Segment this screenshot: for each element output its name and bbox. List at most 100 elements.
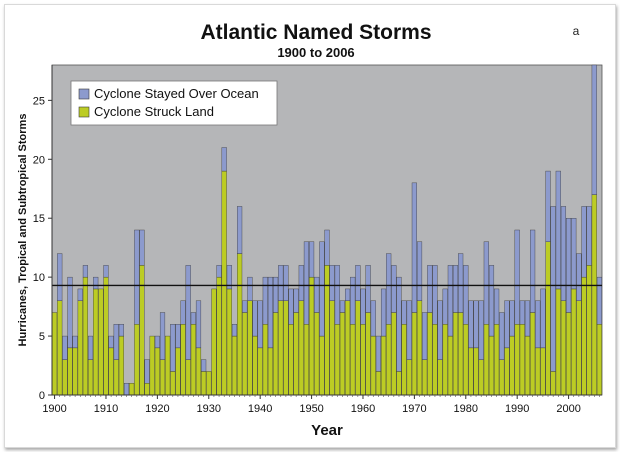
bar-land-1947 [293,312,299,396]
bar-ocean-1998 [555,170,561,290]
bar-land-1925 [180,324,186,396]
bar-ocean-1961 [365,265,371,313]
legend-box [70,80,278,126]
bar-ocean-1996 [545,170,551,242]
bar-ocean-1947 [293,288,299,313]
chart-frame: Atlantic Named Storms 1900 to 2006 a 0 5 1… [4,4,616,448]
bar-ocean-1973 [427,265,433,313]
bar-land-1942 [267,347,274,396]
legend-swatch-ocean [78,88,90,100]
y-axis-label: Hurricanes, Tropical and Subtropical Sto… [17,114,29,347]
x-tick-label-1990: 1990 [505,403,529,415]
bar-land-1937 [242,312,248,396]
bar-land-1910 [103,276,109,396]
bar-land-1978 [452,312,459,396]
bar-ocean-1997 [550,206,556,372]
bar-land-1946 [288,324,294,396]
bar-ocean-1959 [355,265,361,301]
bar-ocean-1927 [190,312,196,325]
bar-land-1996 [545,241,551,396]
bar-land-1930 [206,371,212,396]
bar-land-1994 [535,347,541,396]
bar-land-1963 [375,371,381,396]
bar-land-1905 [77,300,83,396]
bar-ocean-1936 [237,206,243,254]
bar-ocean-1965 [386,253,392,325]
bar-land-1995 [540,347,546,396]
bar-land-2006 [596,324,602,396]
bar-land-1945 [283,300,289,396]
bar-ocean-2005 [591,64,597,195]
bar-ocean-1954 [329,265,335,301]
bar-land-1957 [344,300,351,396]
x-tick-label-1920: 1920 [145,403,169,415]
x-tick-label-1950: 1950 [299,403,323,415]
bar-land-1954 [329,300,335,396]
bar-ocean-1905 [77,288,83,301]
bar-land-1959 [355,300,361,396]
bar-land-1933 [221,170,227,396]
bar-land-1936 [237,253,243,396]
bar-land-2001 [571,288,577,396]
bar-land-2005 [591,194,597,396]
bar-land-1901 [57,300,63,396]
y-tick-label-20: 20 [33,154,45,166]
bar-ocean-1978 [452,265,459,313]
bar-land-1952 [319,335,325,396]
bar-ocean-1982 [473,300,479,349]
bar-ocean-1949 [303,241,310,325]
bar-land-1912 [113,359,119,396]
x-tick-label-1980: 1980 [454,403,478,415]
y-tick-label-25: 25 [33,95,45,107]
chart: Atlantic Named Storms 1900 to 2006 a 0 5 1… [17,21,603,439]
x-tick-label-1900: 1900 [42,403,66,415]
bar-land-1913 [118,335,124,396]
bar-land-1939 [252,335,258,396]
bar-ocean-1926 [185,265,191,360]
bar-ocean-1939 [252,300,258,337]
axes-group: 0 5 10 15 20 25 1900 1910 1920 1930 1940 1950 1960 19… [33,65,602,415]
bar-ocean-1995 [540,288,546,349]
bar-ocean-1979 [458,253,464,313]
bar-land-1941 [262,324,268,396]
bar-ocean-2002 [576,253,582,301]
bar-land-1938 [247,300,253,396]
y-tick-label-10: 10 [33,272,45,284]
bar-land-1915 [129,383,135,396]
bar-land-1944 [278,300,284,396]
y-tick-label-0: 0 [39,390,45,402]
bar-ocean-1904 [72,335,78,349]
bar-land-1926 [185,359,191,396]
bar-land-1923 [170,371,176,396]
bar-ocean-1943 [273,276,279,313]
bar-land-1991 [519,324,525,396]
bar-ocean-2003 [581,206,587,278]
bar-land-1908 [93,288,99,396]
bar-land-1975 [437,359,443,396]
bar-land-1973 [427,312,433,396]
bar-ocean-1957 [344,288,351,301]
bar-ocean-1916 [134,229,140,325]
bar-ocean-1976 [442,288,448,325]
x-tick-label-1970: 1970 [402,403,426,415]
bar-ocean-1901 [57,253,63,301]
bar-ocean-1920 [154,335,160,349]
bar-land-1958 [350,324,356,396]
bar-ocean-1903 [67,276,73,349]
bar-ocean-1960 [360,288,366,325]
bar-ocean-1921 [159,312,166,360]
bar-ocean-2001 [571,218,577,290]
x-tick-label-1910: 1910 [94,403,118,415]
bar-land-1940 [257,347,263,396]
bar-land-1919 [149,335,155,396]
bar-land-1927 [190,324,196,396]
legend-swatch-land [78,106,90,118]
bar-land-1989 [509,335,515,396]
bar-land-1972 [422,359,428,396]
bar-ocean-1950 [309,241,315,278]
bar-land-1962 [370,335,376,396]
bar-land-1997 [550,371,556,396]
bar-ocean-1987 [499,312,505,360]
bar-land-1948 [298,300,304,396]
bar-ocean-1966 [391,265,397,313]
